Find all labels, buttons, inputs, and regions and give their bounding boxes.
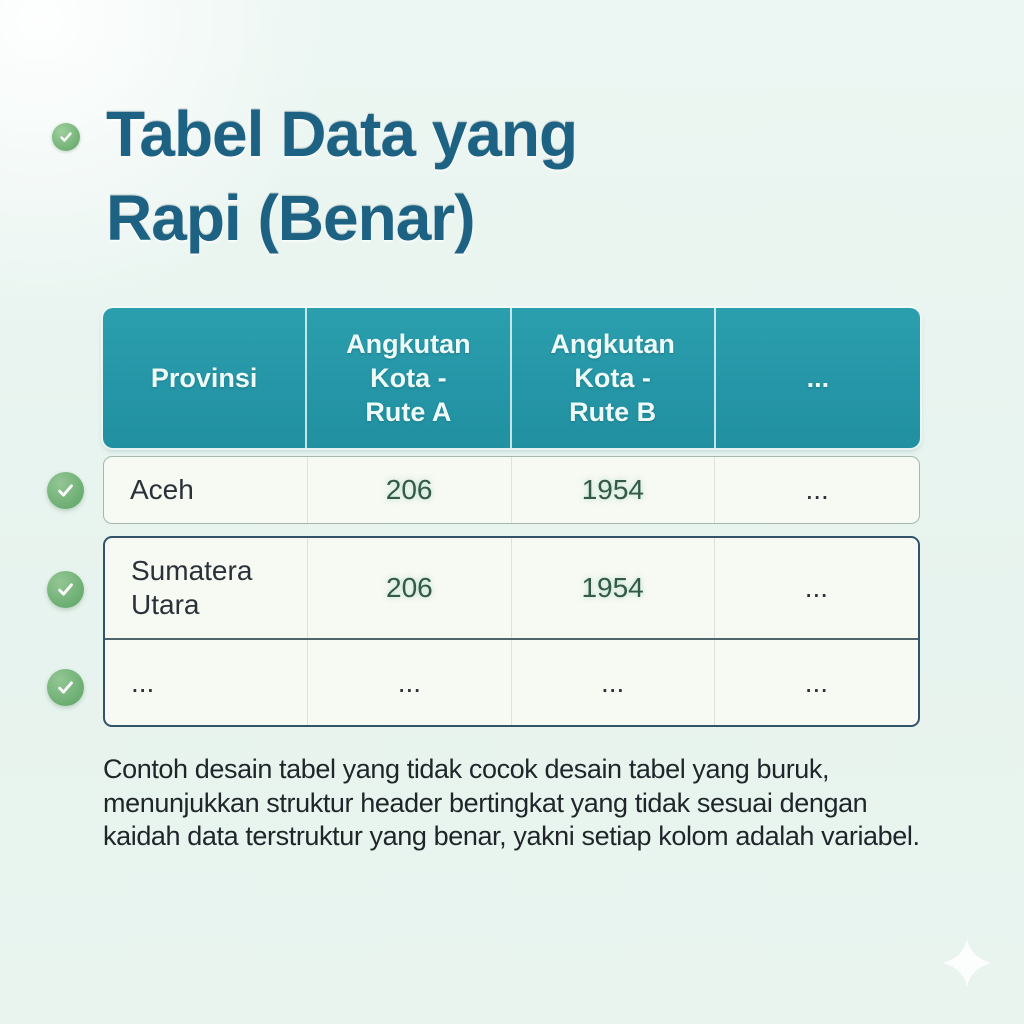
table-row: Sumatera Utara 206 1954 ... [105, 538, 918, 640]
cell-provinsi: Aceh [104, 457, 308, 523]
check-glyph [58, 583, 73, 596]
check-circle-icon [47, 571, 84, 608]
check-glyph [58, 681, 73, 694]
column-header-provinsi: Provinsi [103, 308, 308, 448]
check-circle-icon [47, 669, 84, 706]
cell-rute-a: 206 [308, 457, 512, 523]
cell-rute-a: 206 [308, 538, 512, 638]
caption-text: Contoh desain tabel yang tidak cocok des… [103, 754, 920, 851]
column-header-ellipsis: ... [806, 363, 830, 393]
check-circle-icon [52, 123, 80, 151]
page-title: Tabel Data yang Rapi (Benar) [106, 98, 578, 254]
cell-provinsi: Sumatera Utara [105, 538, 309, 638]
table-row-group: Sumatera Utara 206 1954 ... ... ... ... … [103, 536, 920, 727]
check-circle-icon [47, 472, 84, 509]
cell-ellipsis: ... [805, 474, 829, 505]
check-glyph [60, 132, 72, 142]
column-header-rute-b: Angkutan Kota - Rute B [512, 308, 716, 448]
cell-provinsi: ... [105, 640, 309, 725]
table-header-row: Provinsi Angkutan Kota - Rute A Angkutan… [103, 308, 920, 448]
check-glyph [58, 484, 73, 497]
cell-ellipsis: ... [804, 572, 829, 603]
cell-rute-b: 1954 [512, 457, 716, 523]
table-row: ... ... ... ... [105, 640, 918, 725]
cell-rute-b: ... [512, 640, 715, 725]
tidy-data-table: Provinsi Angkutan Kota - Rute A Angkutan… [103, 308, 920, 727]
sparkle-icon [943, 939, 991, 987]
cell-rute-b: 1954 [512, 538, 715, 638]
cell-ellipsis: ... [804, 666, 829, 698]
column-header-rute-a: Angkutan Kota - Rute A [307, 308, 512, 448]
table-row: Aceh 206 1954 ... [103, 456, 920, 524]
cell-rute-a: ... [308, 640, 512, 725]
